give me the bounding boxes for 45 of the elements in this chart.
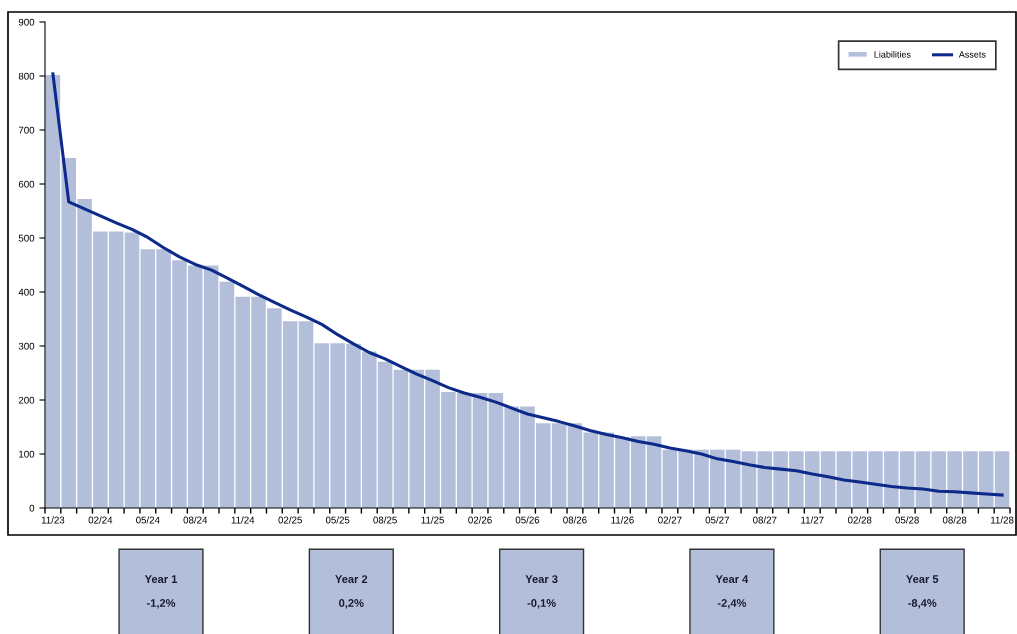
text: Year 4 -2,4% <box>715 575 749 609</box>
text: Year 5 -8,4% <box>906 575 939 609</box>
y-tick-label: 400 <box>18 288 35 296</box>
x-tick-label: 08/27 <box>753 516 777 524</box>
x-tick-label: 05/28 <box>895 516 919 524</box>
x-tick-label: 02/28 <box>847 516 872 524</box>
x-tick-label: 02/25 <box>278 516 302 524</box>
bar <box>298 321 314 508</box>
bar <box>741 451 757 508</box>
text: Year 3 -0,1% <box>525 575 558 609</box>
x-tick-label: 08/25 <box>373 516 397 524</box>
x-tick-label: 02/26 <box>468 516 492 524</box>
y-tick-label: 0 <box>29 504 35 512</box>
x-tick-label: 02/27 <box>658 516 682 524</box>
x-tick-label: 11/25 <box>421 516 444 524</box>
legend-label: Assets <box>958 51 986 58</box>
y-tick-label: 600 <box>18 180 35 188</box>
text: Year 1 -1,2% <box>144 575 178 609</box>
x-tick-label: 11/23 <box>41 516 65 524</box>
x-tick-label: 11/28 <box>991 516 1014 524</box>
bar <box>472 392 488 508</box>
x-tick-label: 08/28 <box>942 516 967 524</box>
x-tick-label: 11/26 <box>611 516 634 524</box>
x-tick-label: 02/24 <box>88 516 113 524</box>
y-tick-label: 100 <box>19 450 35 458</box>
x-tick-label: 11/27 <box>801 516 824 524</box>
y-tick-label: 500 <box>18 234 35 242</box>
x-tick-label: 08/26 <box>563 516 587 524</box>
y-tick-label: 200 <box>18 396 35 404</box>
text: Year 2 0,2% <box>335 575 368 609</box>
bar <box>915 451 931 508</box>
x-tick-label: 08/24 <box>183 516 208 524</box>
y-tick-label: 300 <box>18 342 35 350</box>
line-series <box>51 72 1004 497</box>
x-tick-label: 05/27 <box>705 516 730 524</box>
x-tick-label: 11/24 <box>231 516 255 524</box>
y-tick-label: 900 <box>18 18 35 26</box>
legend-label: Liabilities <box>874 51 911 58</box>
x-tick-label: 05/26 <box>515 516 540 524</box>
bar <box>567 423 583 508</box>
x-tick-label: 05/24 <box>136 516 160 524</box>
y-tick-label: 700 <box>18 126 35 134</box>
bar <box>124 232 140 508</box>
y-tick-label: 800 <box>18 72 35 80</box>
x-tick-label: 05/25 <box>325 516 350 524</box>
